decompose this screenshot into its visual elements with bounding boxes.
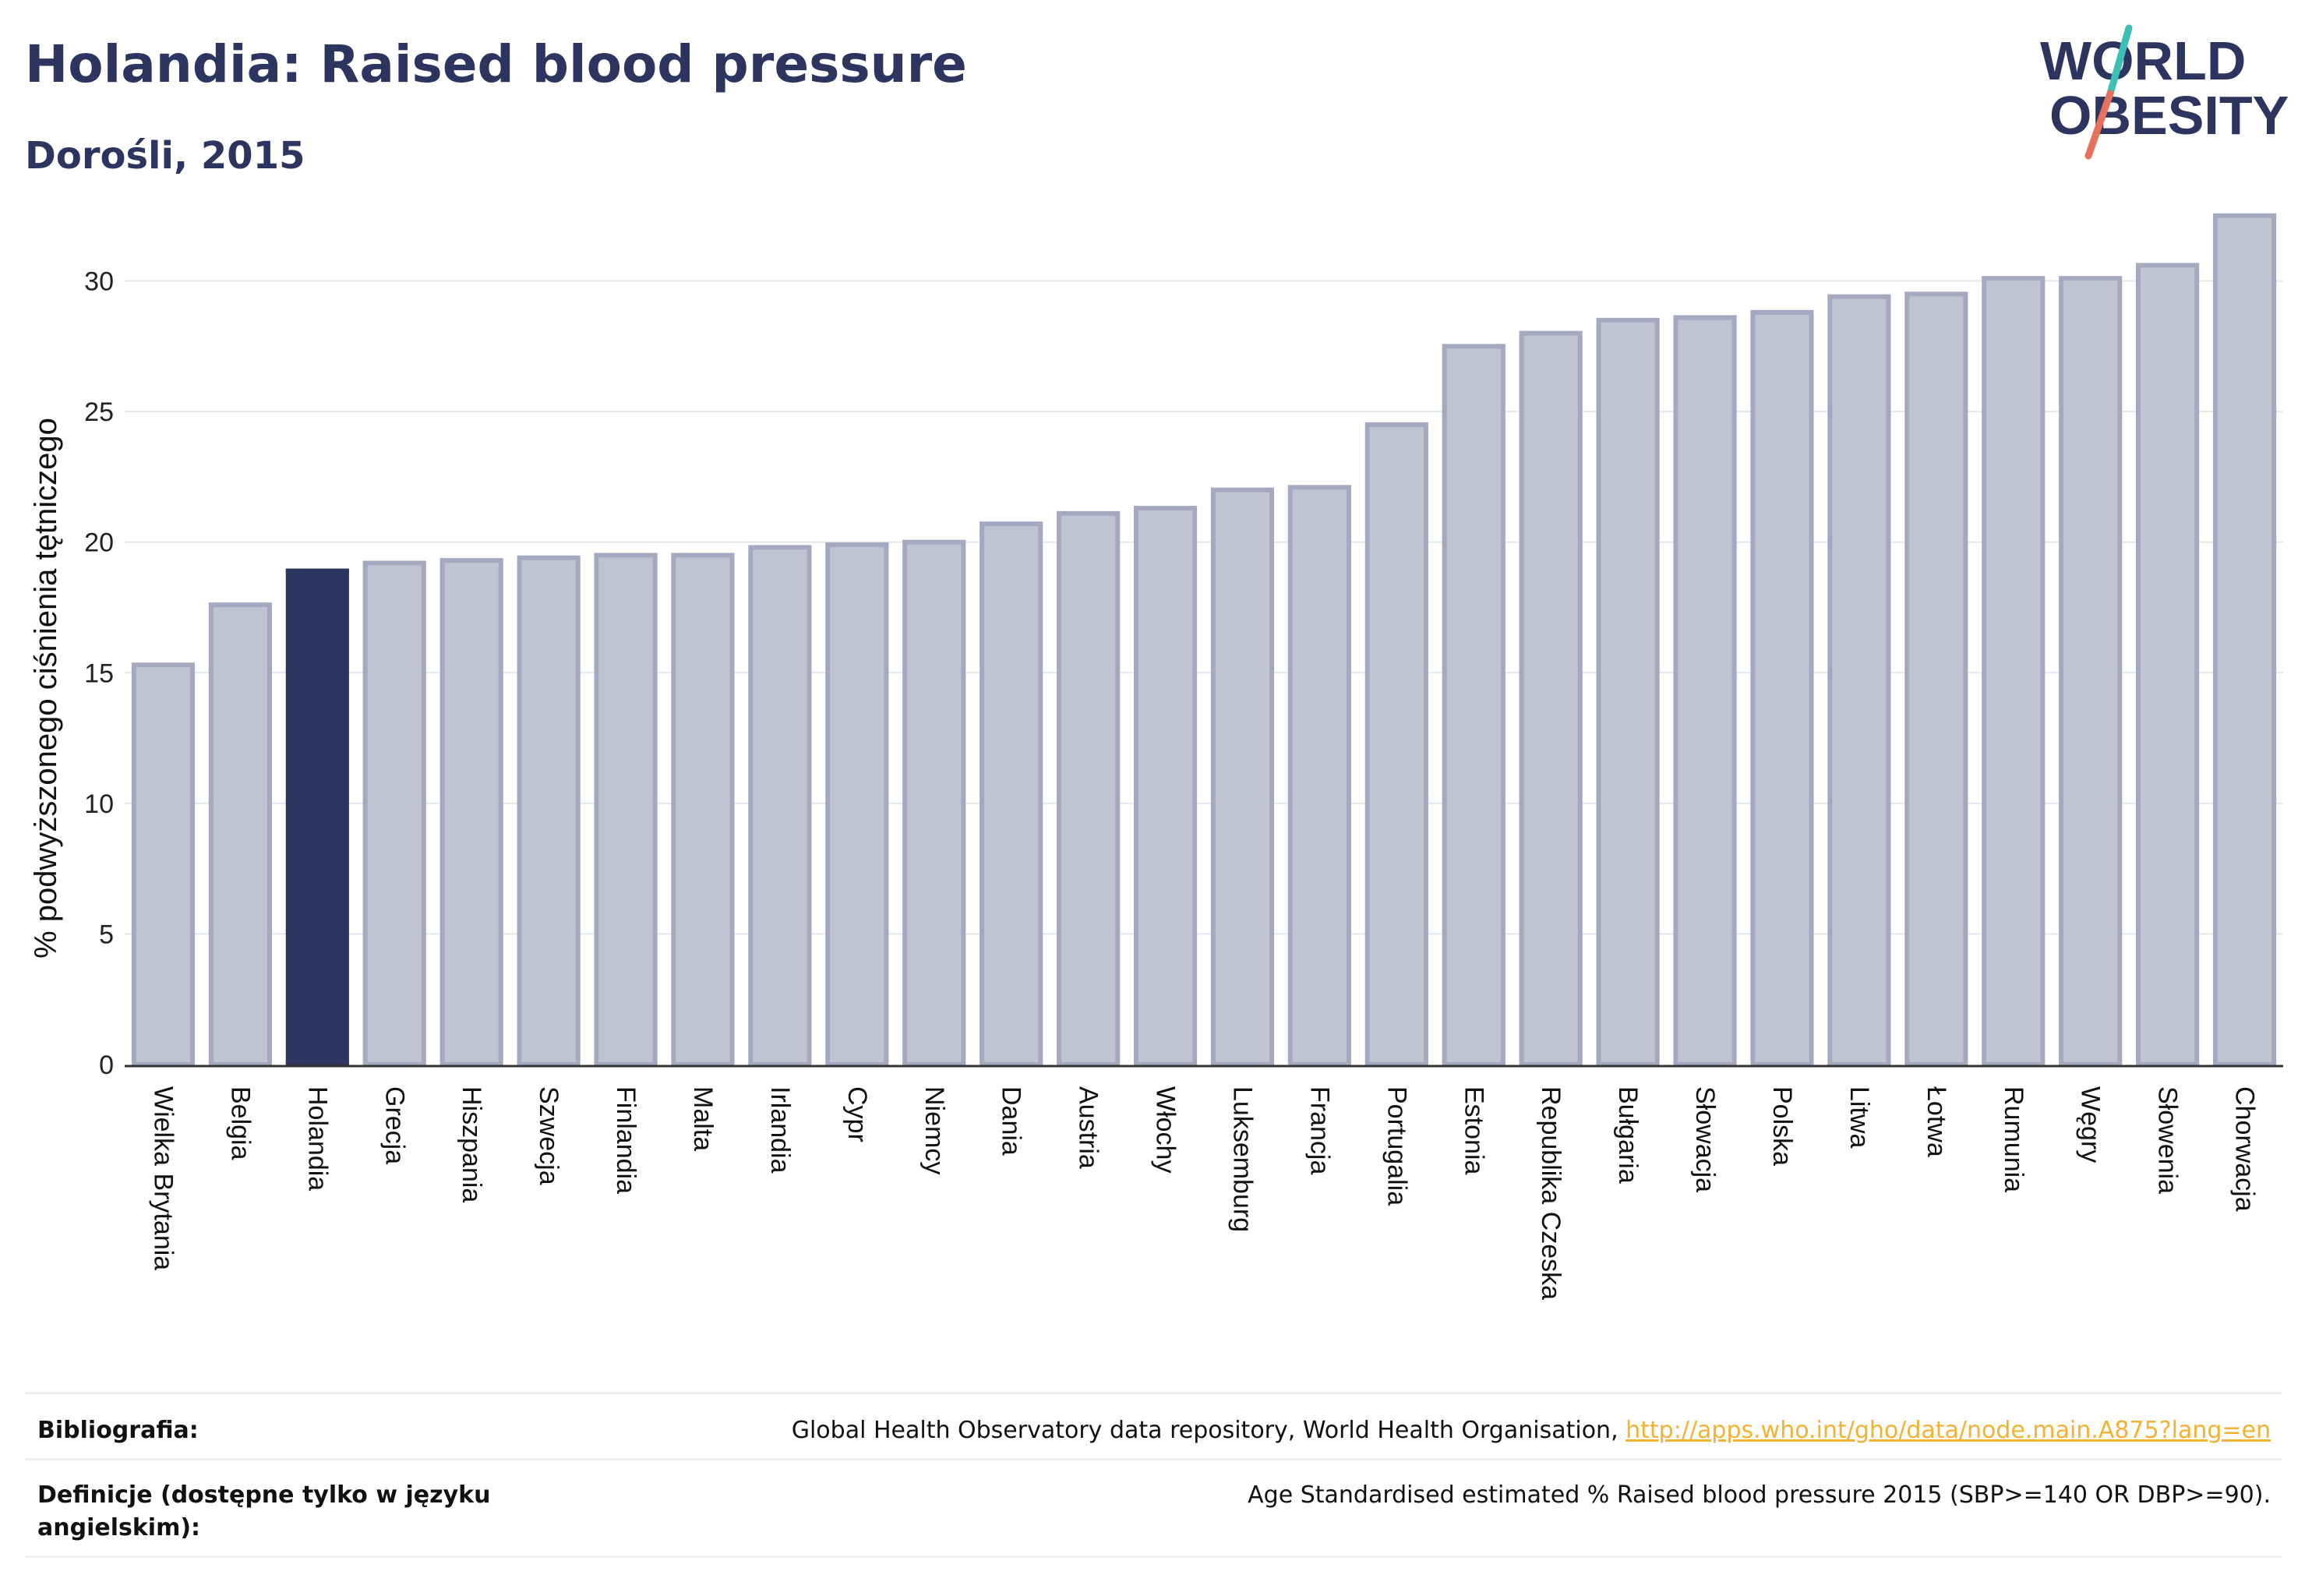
x-tick-label: Cypr [842,1086,872,1142]
bar-belgia [208,602,272,1067]
bibliography-text: Global Health Observatory data repositor… [791,1417,1626,1444]
bar-republika-czeska [1519,330,1583,1067]
y-tick-label: 25 [84,397,114,427]
bar-francja [1287,485,1351,1067]
bibliography-value: Global Health Observatory data repositor… [792,1414,2271,1447]
bibliography-label: Bibliografia: [37,1417,199,1444]
bar-węgry [2059,276,2123,1067]
y-tick-label: 30 [84,267,114,297]
bar-szwecja [517,555,581,1067]
bar-łotwa [1904,291,1968,1067]
x-tick-label: Estonia [1459,1086,1488,1174]
bar-chorwacja [2212,213,2277,1067]
bar-polska [1750,309,1814,1068]
x-axis-ticks: Wielka Brytania Belgia Holandia Grecja Hiszp… [148,1086,2259,1300]
logo-line1: WORLD [2040,30,2246,91]
logo-line2: OBESITY [2049,85,2289,146]
x-tick-label: Chorwacja [2230,1086,2260,1212]
x-tick-label: Grecja [379,1086,409,1164]
bar-słowenia [2136,263,2200,1067]
x-tick-label: Republika Czeska [1536,1086,1565,1300]
footer-divider-bottom [25,1555,2282,1558]
bar-estonia [1442,344,1505,1068]
bar-grecja [362,560,426,1067]
definitions-label: Definicje (dostępne tylko w języku angie… [37,1481,491,1541]
x-tick-label: Belgia [225,1086,255,1160]
x-tick-label: Szwecja [534,1086,563,1185]
world-obesity-logo: WORLD OBESITY [2040,24,2289,160]
y-axis-label: % podwyższonego ciśnienia tętniczego [29,418,63,959]
bar-holandia [285,568,349,1067]
x-tick-label: Polska [1767,1086,1797,1166]
bibliography-link[interactable]: http://apps.who.int/gho/data/node.main.A… [1626,1417,2271,1444]
bar-niemcy [902,539,966,1067]
bars [131,213,2277,1068]
y-tick-label: 10 [84,789,114,819]
x-tick-label: Malta [688,1086,718,1151]
x-tick-label: Holandia [302,1086,332,1191]
y-tick-label: 5 [99,920,114,949]
x-tick-label: Rumunia [1999,1086,2028,1192]
x-tick-label: Hiszpania [457,1086,486,1202]
bar-austria [1057,510,1121,1067]
bar-wielka-brytania [131,662,196,1067]
footer-divider-middle [25,1458,2282,1460]
bar-cypr [825,542,889,1067]
x-tick-label: Słowacja [1690,1086,1720,1192]
bar-litwa [1827,294,1891,1067]
bar-bułgaria [1596,317,1660,1067]
bar-malta [671,553,735,1067]
bar-luksemburg [1210,487,1275,1067]
bar-portugalia [1364,422,1428,1067]
x-tick-label: Węgry [2076,1086,2106,1163]
bar-włochy [1133,506,1198,1067]
logo-slash-top [2106,24,2133,97]
bar-dania [980,521,1043,1067]
y-tick-label: 20 [84,528,114,558]
x-tick-label: Niemcy [920,1086,949,1174]
chart-title: Holandia: Raised blood pressure [25,34,967,94]
x-tick-label: Bułgaria [1613,1086,1643,1184]
x-tick-label: Włochy [1151,1086,1181,1173]
y-axis-ticks: 0 5 10 15 20 25 30 [84,267,114,1080]
footer-divider-top [25,1392,2282,1394]
chart-subtitle: Dorośli, 2015 [25,134,305,178]
y-tick-label: 0 [99,1050,114,1080]
bar-hiszpania [439,558,503,1067]
x-tick-label: Litwa [1844,1086,1874,1148]
x-tick-label: Słowenia [2153,1086,2183,1194]
bar-finlandia [594,553,658,1067]
x-tick-label: Wielka Brytania [148,1086,178,1270]
x-tick-label: Łotwa [1922,1086,1951,1157]
x-tick-label: Portugalia [1382,1086,1411,1206]
definitions-value: Age Standardised estimated % Raised bloo… [1248,1481,2271,1509]
x-tick-label: Luksemburg [1227,1086,1257,1232]
x-tick-label: Dania [997,1086,1026,1156]
x-tick-label: Irlandia [765,1086,795,1174]
bar-irlandia [748,545,812,1067]
x-tick-label: Austria [1074,1086,1103,1169]
bar-rumunia [1982,276,2046,1067]
logo-slash-bottom [2084,90,2114,160]
x-tick-label: Francja [1304,1086,1334,1174]
y-tick-label: 15 [84,659,114,688]
bar-chart: 0 5 10 15 20 25 30 Wielka Brytania Belgia Holand… [29,213,2283,1300]
bar-słowacja [1673,315,1737,1067]
x-tick-label: Finlandia [611,1086,641,1194]
